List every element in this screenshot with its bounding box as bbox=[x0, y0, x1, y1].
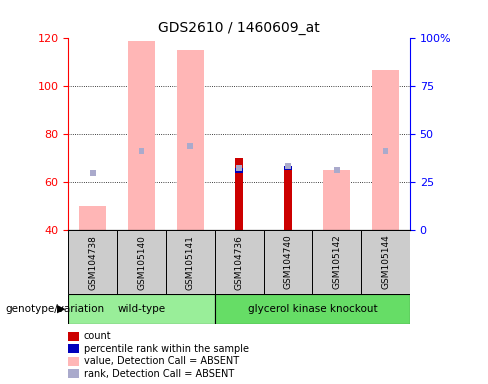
Text: GSM105142: GSM105142 bbox=[332, 235, 341, 290]
Bar bbox=[187, 143, 193, 149]
Bar bbox=[68, 294, 215, 324]
Bar bbox=[177, 50, 203, 230]
Title: GDS2610 / 1460609_at: GDS2610 / 1460609_at bbox=[158, 21, 320, 35]
Bar bbox=[383, 148, 388, 154]
Bar bbox=[68, 357, 79, 366]
Bar bbox=[235, 158, 243, 230]
Bar bbox=[235, 168, 243, 173]
Bar bbox=[215, 294, 410, 324]
Bar bbox=[68, 344, 79, 353]
Text: GSM105140: GSM105140 bbox=[137, 235, 146, 290]
Bar bbox=[264, 230, 312, 294]
Text: count: count bbox=[84, 331, 112, 341]
Text: ▶: ▶ bbox=[57, 304, 66, 314]
Bar bbox=[334, 167, 340, 174]
Bar bbox=[284, 166, 292, 230]
Text: wild-type: wild-type bbox=[118, 304, 165, 314]
Bar bbox=[117, 230, 166, 294]
Bar bbox=[68, 332, 79, 341]
Bar bbox=[285, 162, 291, 169]
Text: glycerol kinase knockout: glycerol kinase knockout bbox=[247, 304, 377, 314]
Text: GSM104736: GSM104736 bbox=[235, 235, 244, 290]
Text: rank, Detection Call = ABSENT: rank, Detection Call = ABSENT bbox=[84, 369, 234, 379]
Text: GSM105144: GSM105144 bbox=[381, 235, 390, 290]
Bar bbox=[79, 207, 106, 230]
Bar bbox=[139, 148, 144, 154]
Text: GSM104740: GSM104740 bbox=[284, 235, 292, 290]
Bar bbox=[323, 170, 350, 230]
Bar bbox=[361, 230, 410, 294]
Bar bbox=[312, 230, 361, 294]
Text: percentile rank within the sample: percentile rank within the sample bbox=[84, 344, 249, 354]
Text: GSM105141: GSM105141 bbox=[186, 235, 195, 290]
Bar bbox=[68, 230, 117, 294]
Bar bbox=[90, 170, 96, 176]
Bar bbox=[166, 230, 215, 294]
Bar bbox=[128, 41, 155, 230]
Bar bbox=[215, 230, 264, 294]
Text: GSM104738: GSM104738 bbox=[88, 235, 97, 290]
Bar bbox=[236, 165, 242, 171]
Bar bbox=[68, 369, 79, 378]
Text: value, Detection Call = ABSENT: value, Detection Call = ABSENT bbox=[84, 356, 239, 366]
Bar bbox=[372, 70, 399, 230]
Bar bbox=[284, 166, 292, 170]
Text: genotype/variation: genotype/variation bbox=[5, 304, 104, 314]
